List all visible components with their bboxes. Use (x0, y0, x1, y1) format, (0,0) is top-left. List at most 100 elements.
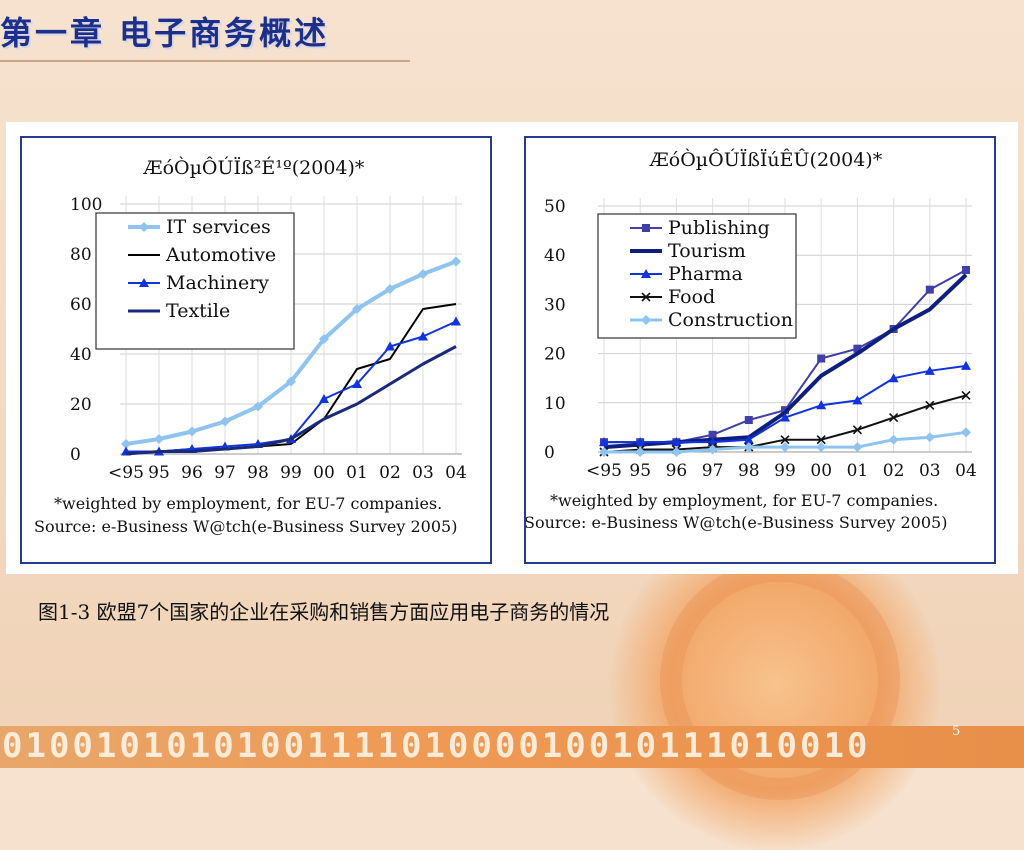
data-point (319, 334, 329, 344)
y-tick-label: 20 (70, 395, 92, 415)
data-point (744, 416, 753, 425)
data-point (816, 442, 827, 453)
legend-marker (139, 222, 149, 232)
x-tick-label: 96 (666, 461, 688, 481)
data-point (707, 444, 718, 455)
data-point (635, 437, 646, 447)
data-point (286, 376, 296, 387)
data-point (852, 442, 863, 453)
data-point (187, 426, 197, 437)
x-tick-label: 03 (919, 461, 941, 481)
data-point (121, 439, 131, 449)
selling-chart: ÆóÒµÔÚÏßÏúÊÛ(2004)* 50 40 30 20 10 0 <95 95 96 97 9… (526, 148, 977, 532)
data-point (385, 341, 395, 351)
x-tick-label: 95 (148, 463, 170, 483)
selling-chart-frame: ÆóÒµÔÚÏßÏúÊÛ(2004)* 50 40 30 20 10 0 <95 95 96 97 9… (524, 136, 996, 564)
data-point (418, 331, 428, 341)
data-point-b (852, 425, 862, 435)
x-tick-label: 95 (629, 461, 651, 481)
title-underline (0, 60, 410, 62)
chart-source: Source: e-Business W@tch(e-Business Surv… (526, 513, 947, 532)
data-point-b (816, 435, 826, 445)
x-tick-label: <95 (586, 461, 622, 481)
y-tick-label: 100 (70, 195, 102, 215)
x-tick-label: 02 (379, 463, 401, 483)
data-point (599, 437, 609, 447)
x-tick-label: 99 (774, 461, 796, 481)
legend-label: Construction (668, 309, 793, 331)
data-point (888, 434, 899, 445)
data-point (154, 434, 164, 444)
y-tick-label: 40 (70, 345, 92, 365)
purchasing-chart-frame: ÆóÒµÔÚÏß²É¹º(2004)* 100 80 60 40 20 0 <95 95 96 97… (20, 136, 492, 564)
data-point (319, 394, 329, 403)
legend-label: Textile (166, 300, 230, 322)
x-tick-label: 00 (313, 463, 335, 483)
data-point (962, 265, 970, 274)
legend-label: IT services (166, 216, 271, 238)
data-point-b (780, 435, 790, 445)
legend-box (597, 213, 797, 339)
data-point (853, 344, 862, 353)
x-tick-label: 97 (702, 461, 724, 481)
data-point (743, 434, 754, 444)
data-point (253, 401, 263, 412)
legend-label: Publishing (668, 217, 770, 239)
x-tick-label: 98 (247, 463, 269, 483)
data-point (671, 437, 682, 447)
data-point (352, 304, 362, 314)
x-tick-label: 00 (810, 461, 832, 481)
y-tick-label: 0 (544, 443, 555, 463)
series-line-textile (125, 345, 457, 456)
chart-footnote: *weighted by employment, for EU-7 compan… (54, 494, 442, 513)
data-point (708, 430, 717, 439)
data-point (924, 365, 935, 375)
binary-strip-decoration: 0100101010100111101000010010111010010 (0, 726, 1024, 768)
data-point-b (925, 400, 935, 410)
legend-marker (641, 315, 651, 325)
data-point (852, 395, 863, 405)
figure-caption: 图1-3 欧盟7个国家的企业在采购和销售方面应用电子商务的情况 (38, 600, 610, 624)
data-point (671, 447, 682, 457)
data-point (817, 354, 826, 363)
data-point (352, 379, 362, 388)
x-tick-label: <95 (108, 463, 144, 483)
data-point (635, 447, 646, 457)
chart-title: ÆóÒµÔÚÏß²É¹º(2004)* (143, 156, 365, 179)
x-tick-label: 03 (412, 463, 434, 483)
binary-strip-text: 0100101010100111101000010010111010010 (2, 726, 871, 766)
x-tick-label: 02 (883, 461, 905, 481)
data-point (925, 285, 934, 294)
slide-title: 第一章 电子商务概述 (0, 14, 330, 52)
y-tick-label: 40 (544, 246, 566, 266)
legend-marker (139, 278, 149, 287)
data-point-b (961, 390, 971, 400)
legend-marker (641, 269, 651, 278)
y-tick-label: 10 (544, 394, 566, 414)
legend-label: Food (668, 286, 715, 308)
purchasing-chart: ÆóÒµÔÚÏß²É¹º(2004)* 100 80 60 40 20 0 <95 95 96 97… (34, 156, 467, 536)
data-point (743, 442, 754, 453)
chart-title: ÆóÒµÔÚÏßÏúÊÛ(2004)* (649, 148, 883, 171)
x-tick-label: 97 (214, 463, 236, 483)
data-point-b (889, 412, 899, 423)
chart-footnote: *weighted by employment, for EU-7 compan… (550, 491, 938, 510)
y-tick-label: 80 (70, 245, 92, 265)
x-tick-label: 98 (738, 461, 760, 481)
x-tick-label: 96 (181, 463, 203, 483)
data-point (888, 373, 899, 383)
legend-label: Tourism (668, 240, 746, 262)
legend-label: Automotive (165, 244, 276, 266)
legend-box (95, 212, 295, 350)
data-point (599, 447, 609, 457)
data-point (418, 269, 428, 279)
data-point (451, 256, 461, 267)
data-point (220, 416, 230, 427)
data-point (780, 412, 790, 422)
legend-marker-b (641, 292, 651, 302)
x-tick-label: 99 (280, 463, 302, 483)
y-tick-label: 20 (544, 345, 566, 365)
chart-source: Source: e-Business W@tch(e-Business Surv… (34, 517, 457, 536)
data-point (961, 360, 971, 370)
page-number: 5 (952, 724, 961, 739)
